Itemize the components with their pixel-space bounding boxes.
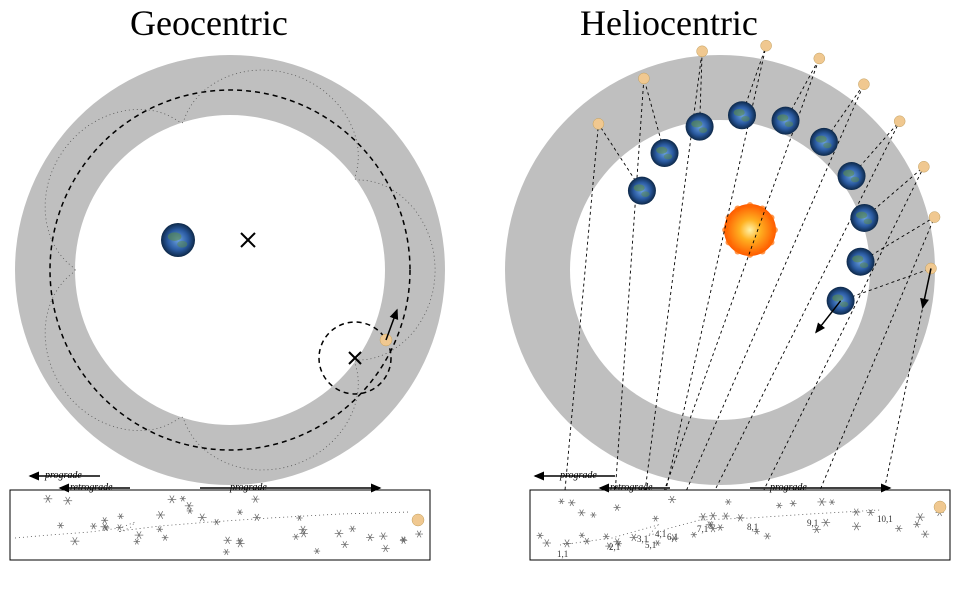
mars-icon (918, 161, 929, 172)
earth-icon (810, 128, 838, 156)
mars-icon (697, 46, 708, 57)
earth-icon (850, 204, 878, 232)
orbit-ring (15, 55, 445, 485)
position-number: 9,1 (807, 518, 818, 528)
title-geocentric: Geocentric (130, 2, 288, 44)
diagram-svg: prograderetrogradeprograde1,12,13,14,15,… (0, 0, 960, 607)
label-retrograde: retrograde (70, 482, 113, 493)
label-prograde: prograde (769, 482, 807, 493)
label-retrograde: retrograde (610, 482, 653, 493)
earth-icon (772, 107, 800, 135)
mars-icon (412, 514, 424, 526)
earth-icon (651, 139, 679, 167)
label-prograde: prograde (229, 482, 267, 493)
mars-icon (761, 40, 772, 51)
earth-icon (628, 177, 656, 205)
mars-icon (593, 118, 604, 129)
mars-icon (929, 212, 940, 223)
star-field-box (10, 490, 430, 560)
star-field-box (530, 490, 950, 560)
position-number: 10,1 (877, 514, 893, 524)
earth-icon (686, 113, 714, 141)
mars-icon (638, 73, 649, 84)
position-number: 2,1 (609, 542, 620, 552)
position-number: 5,1 (645, 540, 656, 550)
position-number: 1,1 (557, 549, 568, 559)
position-number: 8,1 (747, 522, 758, 532)
heliocentric-panel: 1,12,13,14,15,16,17,18,19,110,1prograder… (505, 40, 950, 560)
mars-icon (894, 116, 905, 127)
position-number: 6,1 (667, 532, 678, 542)
label-prograde: prograde (44, 470, 82, 481)
position-number: 7,1 (697, 524, 708, 534)
earth-icon (838, 162, 866, 190)
title-heliocentric: Heliocentric (580, 2, 758, 44)
sun-icon (722, 202, 778, 258)
earth-icon (161, 223, 195, 257)
earth-icon (728, 101, 756, 129)
position-number: 4,1 (655, 529, 666, 539)
label-prograde: prograde (559, 470, 597, 481)
equant-mark (241, 233, 255, 247)
earth-icon (847, 248, 875, 276)
mars-icon (858, 79, 869, 90)
geocentric-panel: prograderetrogradeprograde (10, 55, 445, 560)
mars-icon (814, 53, 825, 64)
mars-icon (934, 501, 946, 513)
